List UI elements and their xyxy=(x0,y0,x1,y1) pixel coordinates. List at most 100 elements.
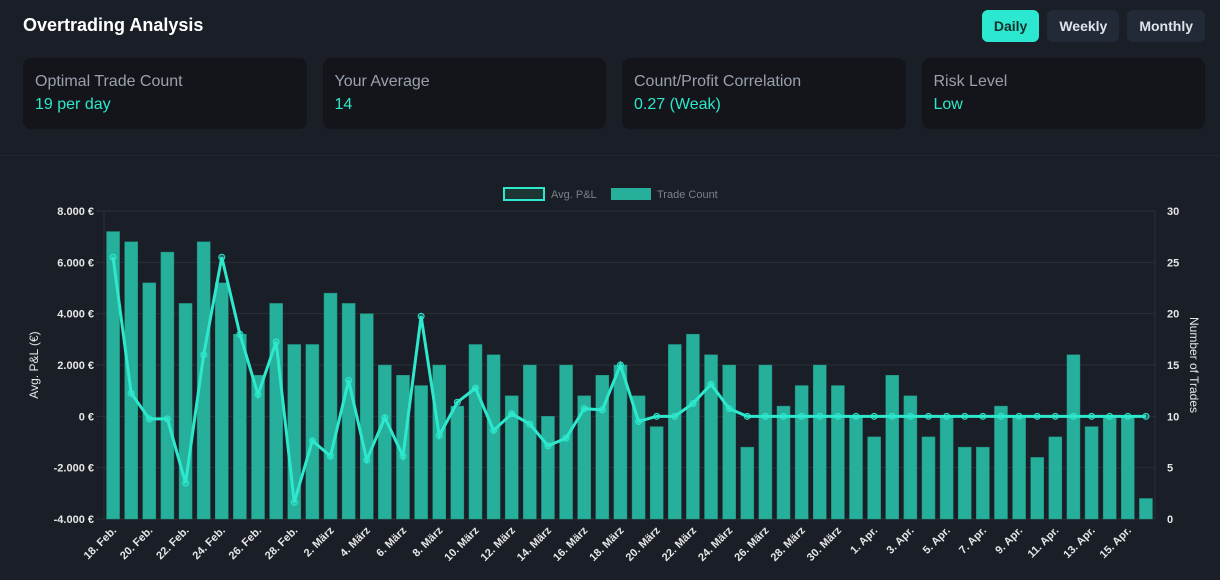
x-tick-label: 30. März xyxy=(805,524,845,564)
y-right-tick-label: 30 xyxy=(1167,206,1179,218)
point-avg-pnl xyxy=(327,452,335,460)
bar-trade-count xyxy=(233,333,247,520)
point-avg-pnl xyxy=(888,412,896,420)
point-avg-pnl xyxy=(816,412,824,420)
point-avg-pnl xyxy=(997,412,1005,420)
y-right-tick-label: 0 xyxy=(1167,514,1173,526)
x-tick-label: 6. März xyxy=(374,524,409,559)
point-avg-pnl xyxy=(399,452,407,460)
x-tick-label: 22. Feb. xyxy=(154,525,191,562)
bar-trade-count xyxy=(559,364,573,520)
bar-trade-count xyxy=(160,251,175,520)
bar-trade-count xyxy=(1048,436,1063,520)
bar-trade-count xyxy=(378,364,392,520)
bar-trade-count xyxy=(704,354,718,520)
card-value: 19 per day xyxy=(35,96,111,113)
bar-trade-count xyxy=(831,385,845,520)
bar-trade-count xyxy=(1102,416,1117,520)
x-tick-label: 15. Apr. xyxy=(1098,525,1134,561)
x-tick-label: 26. März xyxy=(732,524,772,564)
point-avg-pnl xyxy=(109,253,117,261)
point-avg-pnl xyxy=(798,412,806,420)
y-right-tick-label: 10 xyxy=(1167,411,1179,423)
point-avg-pnl xyxy=(743,412,751,420)
section-divider xyxy=(0,155,1220,156)
bar-trade-count xyxy=(939,416,954,520)
point-avg-pnl xyxy=(761,412,769,420)
y-left-tick-label: 6.000 € xyxy=(57,257,94,269)
point-avg-pnl xyxy=(562,434,570,442)
bar-trade-count xyxy=(341,303,356,520)
monthly-button[interactable]: Monthly xyxy=(1127,10,1205,42)
card-label: Optimal Trade Count xyxy=(35,73,183,90)
y-left-tick-label: 4.000 € xyxy=(57,309,94,321)
bar-trade-count xyxy=(776,405,791,520)
bar-trade-count xyxy=(794,385,809,520)
bar-trade-count xyxy=(1139,498,1153,520)
point-avg-pnl xyxy=(961,412,969,420)
point-avg-pnl xyxy=(182,479,190,487)
x-tick-label: 20. März xyxy=(624,524,664,564)
bar-trade-count xyxy=(269,303,283,520)
x-tick-label: 16. März xyxy=(551,524,591,564)
bar-trade-count xyxy=(432,364,447,520)
y-right-tick-label: 25 xyxy=(1167,257,1179,269)
bar-trade-count xyxy=(215,282,229,520)
point-avg-pnl xyxy=(598,406,606,414)
line-avg-pnl xyxy=(111,256,1146,503)
point-avg-pnl xyxy=(653,412,661,420)
x-tick-label: 9. Apr. xyxy=(993,525,1025,557)
daily-button[interactable]: Daily xyxy=(981,10,1040,42)
card-your-average: Your Average 14 xyxy=(322,58,606,129)
point-avg-pnl xyxy=(272,338,280,346)
bar-trade-count xyxy=(1066,354,1081,520)
bar-trade-count xyxy=(722,364,736,520)
legend-swatch-trade-count xyxy=(611,188,651,200)
y-left-tick-label: -4.000 € xyxy=(54,514,94,526)
point-avg-pnl xyxy=(1142,412,1150,420)
y-right-tick-label: 15 xyxy=(1167,360,1179,372)
x-tick-label: 20. Feb. xyxy=(118,525,155,562)
legend-swatch-avg-pnl xyxy=(503,187,545,201)
x-tick-label: 4. März xyxy=(338,524,373,559)
point-avg-pnl xyxy=(453,398,461,406)
bar-trade-count xyxy=(323,292,338,520)
bar-trade-count xyxy=(668,344,682,520)
bar-trade-count xyxy=(541,416,555,520)
x-tick-label: 24. Feb. xyxy=(190,525,227,562)
bar-trade-count xyxy=(595,375,610,520)
x-tick-label: 13. Apr. xyxy=(1061,525,1097,561)
y-right-axis-title: Number of Trades xyxy=(1187,317,1201,413)
card-risk-level: Risk Level Low xyxy=(921,58,1205,129)
bar-trade-count xyxy=(849,416,863,520)
bar-trade-count xyxy=(414,385,428,520)
point-avg-pnl xyxy=(471,384,479,392)
point-avg-pnl xyxy=(979,412,987,420)
point-avg-pnl xyxy=(1051,412,1059,420)
bar-trade-count xyxy=(305,344,320,520)
point-avg-pnl xyxy=(490,426,498,434)
point-avg-pnl xyxy=(236,330,244,338)
bar-trade-count xyxy=(903,395,918,520)
bar-trade-count xyxy=(885,375,900,520)
point-avg-pnl xyxy=(526,420,534,428)
x-tick-label: 18. März xyxy=(587,524,627,564)
card-value: 0.27 (Weak) xyxy=(634,96,721,113)
y-left-tick-label: 8.000 € xyxy=(57,206,94,218)
weekly-button[interactable]: Weekly xyxy=(1047,10,1120,42)
bar-trade-count xyxy=(1084,426,1099,520)
y-left-axis-title: Avg. P&L (€) xyxy=(27,331,41,398)
bar-trade-count xyxy=(631,395,646,520)
bar-trade-count xyxy=(1030,457,1044,520)
y-left-tick-label: 0 € xyxy=(79,411,94,423)
point-avg-pnl xyxy=(345,376,353,384)
bar-trade-count xyxy=(523,364,537,520)
point-avg-pnl xyxy=(127,389,135,397)
x-tick-label: 28. Feb. xyxy=(263,525,300,562)
card-correlation: Count/Profit Correlation 0.27 (Weak) xyxy=(622,58,906,129)
point-avg-pnl xyxy=(381,414,389,422)
point-avg-pnl xyxy=(1069,412,1077,420)
bar-trade-count xyxy=(124,241,138,520)
x-tick-label: 28. März xyxy=(769,524,809,564)
point-avg-pnl xyxy=(616,361,624,369)
